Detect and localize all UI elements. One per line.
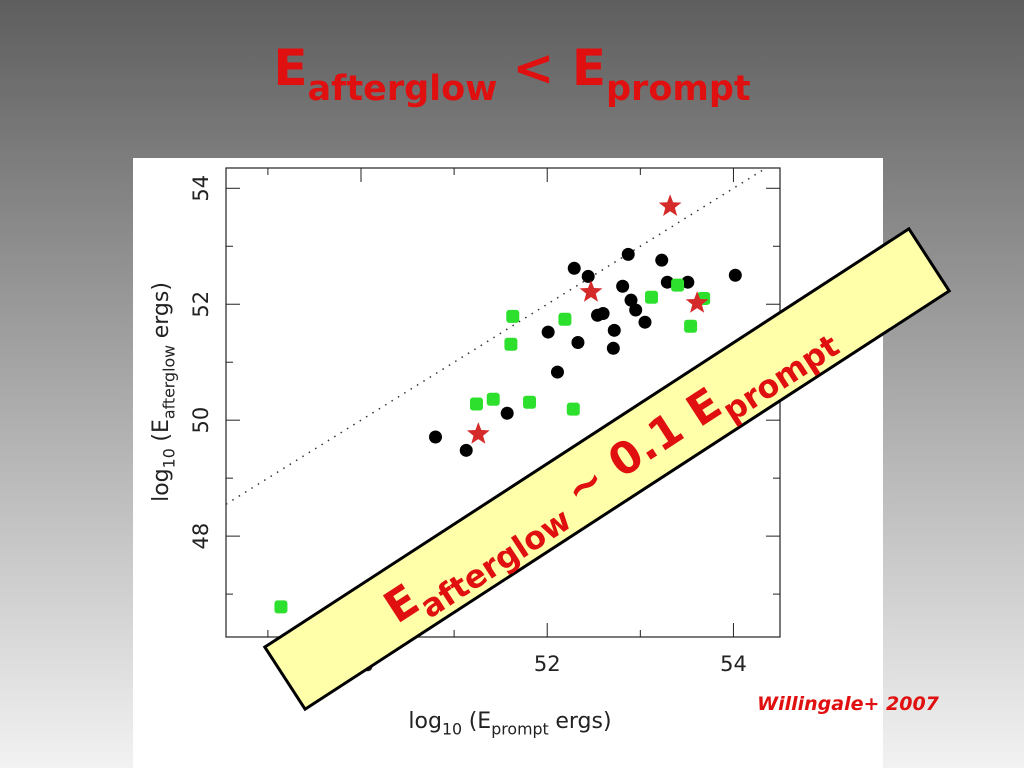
point: [274, 600, 288, 614]
point: [606, 341, 620, 355]
subscript: afterglow: [308, 69, 498, 109]
subscript: afterglow: [160, 345, 179, 419]
point: [671, 278, 685, 292]
point: [638, 315, 652, 329]
x-axis-label: log10 (Eprompt ergs): [408, 709, 611, 739]
point: [506, 309, 520, 323]
subscript: 10: [160, 448, 179, 468]
point: [645, 290, 659, 304]
point: [660, 275, 674, 289]
x-tick-label: 54: [720, 652, 747, 676]
point: [681, 275, 695, 289]
point: [607, 323, 621, 337]
point: [571, 335, 585, 349]
point: [596, 307, 610, 321]
text-part: (E: [469, 709, 491, 734]
point: [624, 293, 638, 307]
text-part: ergs): [149, 282, 174, 338]
point: [500, 406, 514, 420]
y-tick-label: 54: [189, 175, 213, 202]
subscript: prompt: [606, 69, 751, 109]
y-tick-label: 50: [189, 407, 213, 434]
point: [685, 291, 709, 313]
subscript: prompt: [491, 720, 549, 739]
point: [466, 422, 490, 444]
plot-panel: [133, 158, 883, 768]
point: [523, 395, 537, 409]
text-part: < E: [513, 39, 606, 97]
plot: 50525448505254: [189, 167, 781, 676]
reference-line: [225, 167, 767, 505]
subscript: 10: [442, 720, 462, 739]
annotation-background: [262, 226, 952, 712]
text-part: E: [273, 39, 307, 97]
point: [655, 253, 669, 267]
point: [558, 312, 572, 326]
point: [566, 402, 580, 416]
point: [428, 430, 442, 444]
y-tick-label: 52: [189, 291, 213, 318]
point: [621, 247, 635, 261]
y-tick-label: 48: [189, 523, 213, 550]
point: [728, 268, 742, 282]
point: [504, 337, 518, 351]
point: [684, 319, 698, 333]
point: [459, 443, 473, 457]
slide-title: Eafterglow < Eprompt: [273, 39, 750, 109]
credit: Willingale+ 2007: [757, 693, 940, 715]
point: [541, 325, 555, 339]
y-axis-label: log10 (Eafterglow ergs): [149, 282, 179, 502]
point: [579, 280, 603, 302]
text-part: log: [408, 709, 442, 734]
point: [486, 392, 500, 406]
point: [629, 303, 643, 317]
point: [469, 397, 483, 411]
point: [658, 194, 682, 216]
point: [567, 261, 581, 275]
text-part: log: [149, 468, 174, 502]
text-part: ergs): [555, 709, 611, 734]
point: [581, 269, 595, 283]
x-tick-label: 52: [534, 652, 561, 676]
point: [550, 365, 564, 379]
text-part: (E: [149, 419, 174, 441]
point: [616, 279, 630, 293]
